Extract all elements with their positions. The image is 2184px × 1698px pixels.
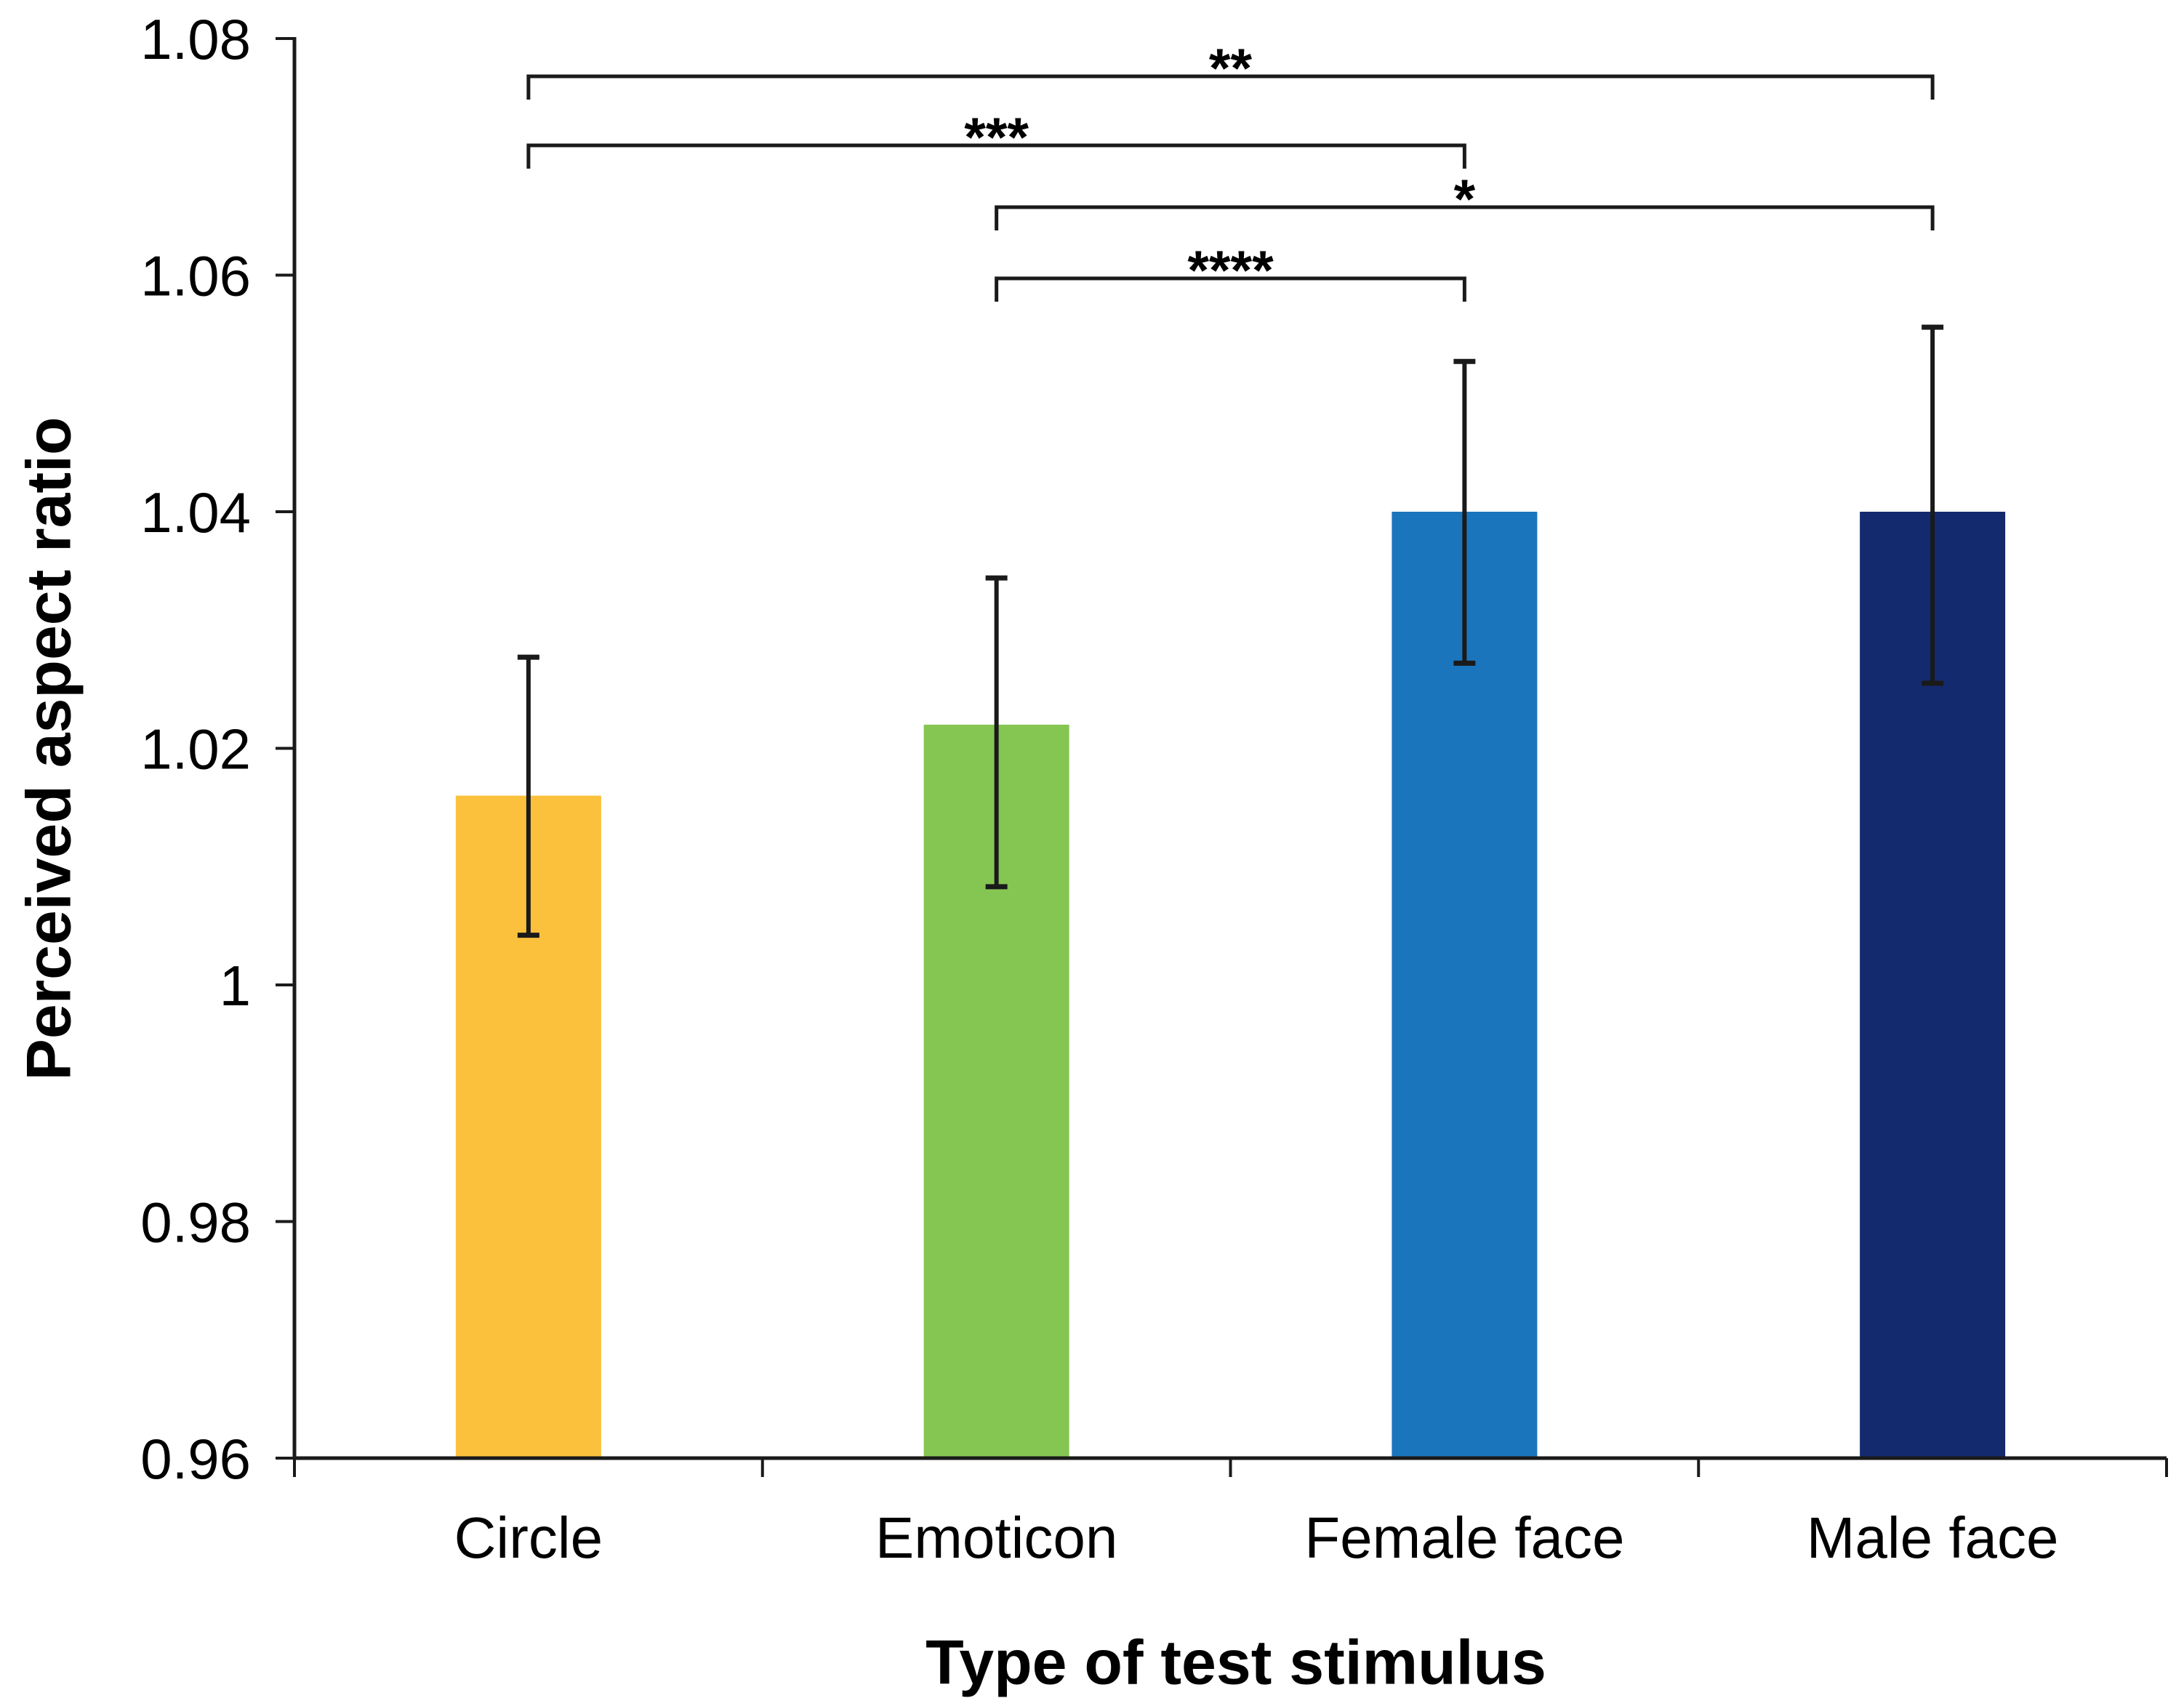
y-tick-label-1.02: 1.02 [140,717,251,781]
y-tick-label-1: 1 [220,954,251,1018]
x-axis-title: Type of test stimulus [926,1627,1546,1698]
category-label-circle: Circle [454,1505,603,1570]
significance-bracket-emoticon-female-face [995,276,1466,302]
significance-label-emoticon-female-face: **** [1187,240,1274,302]
y-tick-label-1.06: 1.06 [140,244,251,308]
y-tick-label-1.04: 1.04 [140,480,251,544]
y-axis-title: Perceived aspect ratio [14,417,84,1081]
y-tick-label-1.08: 1.08 [140,7,251,71]
significance-bracket-circle-male-face [526,74,1935,100]
bar-female-face [1392,512,1538,1458]
significance-label-circle-female-face: *** [964,107,1029,169]
category-label-emoticon: Emoticon [875,1505,1117,1570]
category-label-female-face: Female face [1304,1505,1624,1570]
significance-label-emoticon-male-face: * [1454,169,1476,230]
category-label-male-face: Male face [1807,1505,2059,1570]
significance-bracket-circle-female-face [526,143,1466,169]
y-tick-label-0.98: 0.98 [140,1191,251,1255]
significance-label-circle-male-face: ** [1209,38,1253,100]
y-tick-label-0.96: 0.96 [140,1427,251,1491]
significance-bracket-emoticon-male-face [995,205,1935,230]
